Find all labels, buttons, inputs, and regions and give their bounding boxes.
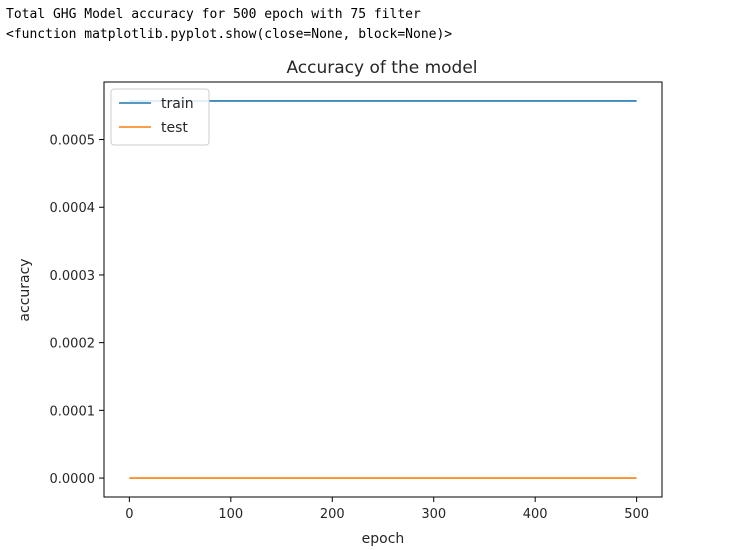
x-tick-label: 200 <box>320 507 345 522</box>
output-line-function-repr: <function matplotlib.pyplot.show(close=N… <box>6 27 453 42</box>
y-tick-label: 0.0005 <box>50 134 96 149</box>
series-lines <box>129 100 637 479</box>
x-tick-label: 300 <box>421 507 446 522</box>
notebook-output: Total GHG Model accuracy for 500 epoch w… <box>6 5 452 45</box>
legend-label-train: train <box>161 96 194 112</box>
chart-title: Accuracy of the model <box>286 58 477 78</box>
legend-box <box>110 88 210 146</box>
y-tick-label: 0.0003 <box>50 269 96 284</box>
y-tick-label: 0.0000 <box>50 472 96 487</box>
x-tick-label: 500 <box>624 507 649 522</box>
plot-area <box>103 81 663 498</box>
y-axis-label: accuracy <box>17 258 33 321</box>
output-line-accuracy: Total GHG Model accuracy for 500 epoch w… <box>6 7 421 22</box>
x-tick-label: 400 <box>523 507 548 522</box>
x-axis-ticks: 0 100 200 300 400 500 <box>125 497 649 522</box>
legend: train test <box>110 88 210 146</box>
y-tick-label: 0.0001 <box>50 404 96 419</box>
y-axis-ticks: 0.0000 0.0001 0.0002 0.0003 0.0004 0.0005 <box>50 134 104 487</box>
y-tick-label: 0.0004 <box>50 201 96 216</box>
legend-label-test: test <box>161 120 188 136</box>
x-axis-label: epoch <box>362 531 405 547</box>
x-tick-label: 0 <box>125 507 133 522</box>
y-tick-label: 0.0002 <box>50 337 96 352</box>
x-tick-label: 100 <box>218 507 243 522</box>
